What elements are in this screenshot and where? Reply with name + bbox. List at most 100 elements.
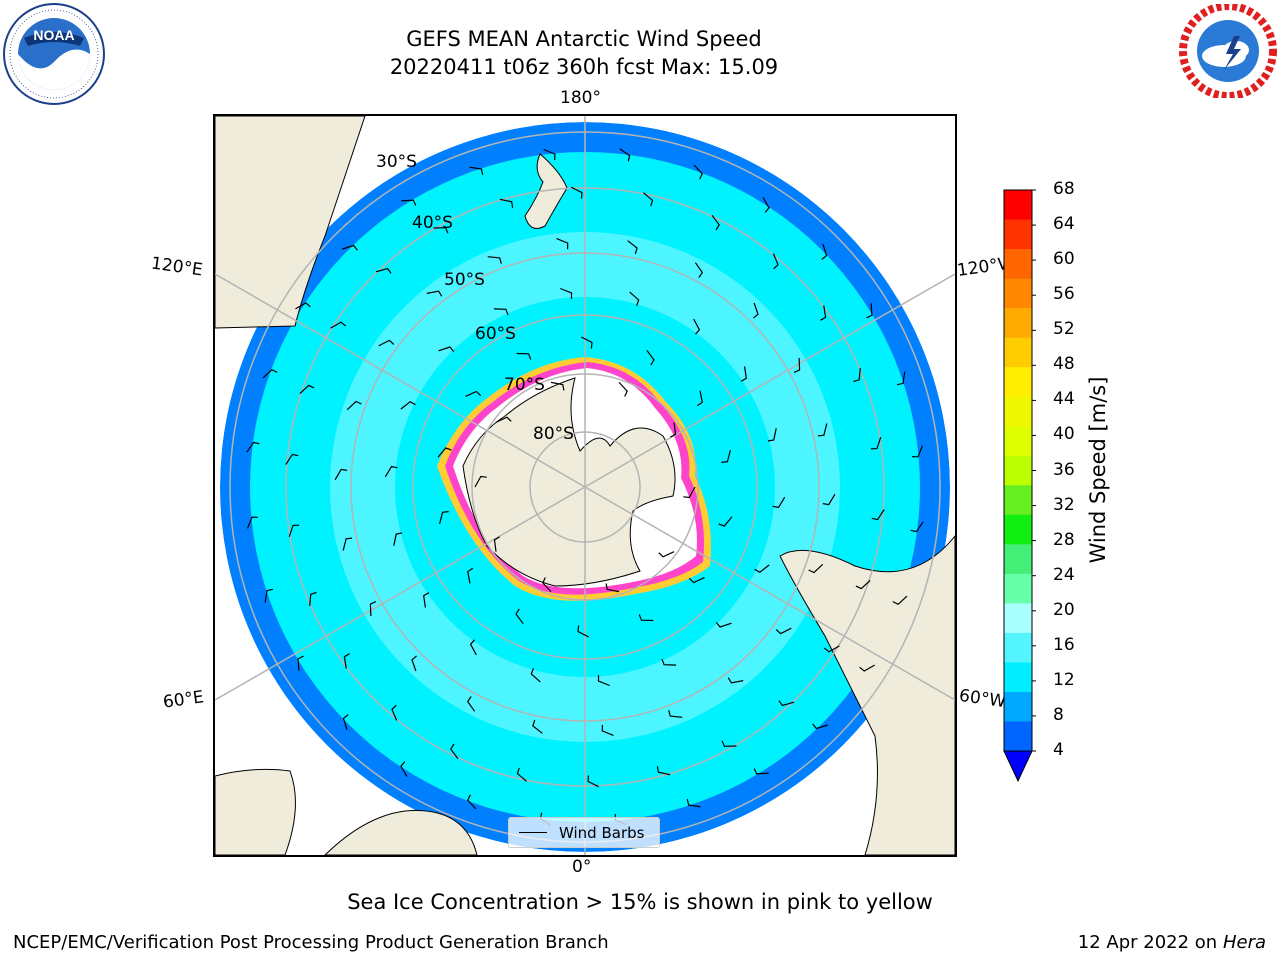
wind-barb <box>661 658 677 666</box>
wind-barb <box>246 516 259 529</box>
colorbar-bin <box>1004 485 1032 516</box>
wind-barb <box>556 238 569 250</box>
wind-barb <box>384 465 398 478</box>
colorbar-tick-label: 28 <box>1053 529 1075 550</box>
lon-label-180: 180° <box>560 88 601 108</box>
lon-label-0: 0° <box>572 857 592 877</box>
continents <box>215 116 955 855</box>
colorbar-tick-label: 44 <box>1053 389 1075 410</box>
wind-barb <box>393 532 403 546</box>
wind-barb <box>605 583 620 593</box>
map-legend: Wind Barbs <box>508 817 660 848</box>
lat-label-40s: 40°S <box>412 213 453 233</box>
wind-barb <box>530 668 541 683</box>
wind-barb <box>495 416 512 423</box>
wind-barb <box>400 400 416 410</box>
wind-barb <box>577 625 589 638</box>
footer-date: 12 Apr 2022 on Hera <box>1078 932 1266 953</box>
wind-barb <box>821 244 828 260</box>
nws-logo <box>1178 2 1278 102</box>
colorbar-tick-label: 40 <box>1053 424 1075 445</box>
wind-barb <box>646 349 655 366</box>
wind-barb <box>618 381 628 397</box>
wind-barb <box>437 447 452 458</box>
wind-barb <box>658 551 675 558</box>
colorbar-bin <box>1004 367 1032 398</box>
graticule <box>215 116 955 855</box>
colorbar-tick-label: 52 <box>1053 319 1075 340</box>
colorbar-bin <box>1004 308 1032 339</box>
colorbar-extend-arrow <box>1003 750 1033 783</box>
wind-barb <box>439 511 449 525</box>
colorbar-bin <box>1004 190 1032 221</box>
wind-barb <box>542 577 552 593</box>
wind-barb <box>334 468 348 481</box>
colorbar-bin <box>1004 249 1032 280</box>
wind-barb <box>581 336 593 349</box>
wind-barb <box>820 305 827 321</box>
wind-barb <box>493 308 509 316</box>
map-title: GEFS MEAN Antarctic Wind Speed <box>406 27 762 51</box>
wind-barb <box>694 262 704 278</box>
wind-barb <box>910 521 924 533</box>
wind-barb <box>330 321 347 329</box>
wind-barb <box>474 475 487 488</box>
wind-barb <box>543 148 556 161</box>
wind-barb <box>853 367 861 383</box>
wind-barb <box>469 639 477 656</box>
wind-barb <box>870 437 882 450</box>
wind-barb <box>246 441 260 453</box>
wind-barb <box>262 368 278 379</box>
colorbar-tick-label: 48 <box>1053 354 1075 375</box>
colorbar-label: Wind Speed [m/s] <box>1086 376 1110 564</box>
wind-barb <box>619 148 631 162</box>
wind-barb <box>767 428 777 442</box>
colorbar-tick-label: 36 <box>1053 459 1075 480</box>
lat-label-50s: 50°S <box>444 270 485 290</box>
colorbar-tick-label: 20 <box>1053 599 1075 620</box>
wind-barb <box>343 653 350 669</box>
wind-barb <box>487 256 502 264</box>
colorbar-bin <box>1004 573 1032 604</box>
meridian-120e-60w <box>215 273 955 701</box>
wind-barb <box>493 536 500 552</box>
wind-barb <box>297 655 304 671</box>
africa-landmass <box>215 768 296 855</box>
wind-barb <box>683 486 696 499</box>
colorbar-bin <box>1004 337 1032 368</box>
wind-barb <box>342 714 349 730</box>
footer-date-text: 12 Apr 2022 on <box>1077 932 1223 953</box>
wind-barb <box>866 303 873 319</box>
wind-barb <box>400 761 408 777</box>
colorbar-bin <box>1004 691 1032 722</box>
colorbar-tick-label: 8 <box>1053 704 1064 725</box>
wind-barb <box>571 186 583 199</box>
colorbar-bin <box>1004 721 1032 752</box>
wind-barb <box>753 768 769 775</box>
colorbar-bin <box>1004 632 1032 663</box>
wind-barb <box>711 214 720 231</box>
wind-barb <box>740 366 747 382</box>
wind-barb <box>469 166 484 176</box>
wind-barb <box>601 724 614 736</box>
colorbar <box>1002 188 1036 788</box>
colorbar-tick-label: 4 <box>1053 740 1064 760</box>
wind-barb <box>401 199 417 206</box>
wind-barb <box>587 775 599 788</box>
noaa-logo: NOAA <box>2 2 106 110</box>
wind-barb <box>721 740 737 747</box>
wind-barb <box>438 346 455 352</box>
wind-barb <box>465 390 482 397</box>
wind-barb <box>499 198 514 208</box>
wind-barb <box>516 352 532 360</box>
wind-barb <box>656 766 671 776</box>
colorbar-bin <box>1004 662 1032 693</box>
wind-barb <box>688 577 705 584</box>
wind-barb <box>762 197 770 213</box>
wind-barb <box>696 390 703 407</box>
polar-map <box>213 114 957 857</box>
wind-barb <box>686 798 701 808</box>
wind-barb <box>288 524 300 537</box>
lat-label-60s: 60°S <box>475 324 516 344</box>
wind-barb <box>896 371 906 386</box>
